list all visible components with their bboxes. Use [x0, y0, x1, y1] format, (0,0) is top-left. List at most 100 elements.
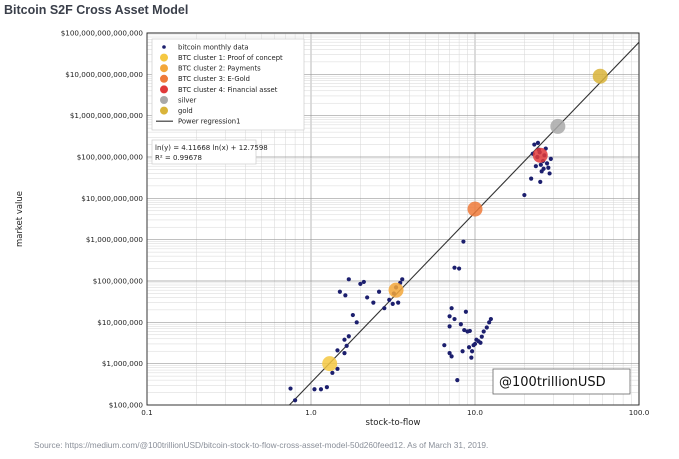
- bitcoin-data-point: [478, 340, 483, 345]
- legend-marker-circle: [160, 64, 168, 73]
- axis-ticks: 0.1 1.0 10.0 100.0 $100,000 $1,000,000 $10,000…: [61, 29, 650, 418]
- y-tick-label: $1,000,000: [102, 359, 144, 368]
- bitcoin-data-point: [460, 349, 465, 354]
- bitcoin-data-point: [469, 349, 475, 354]
- bitcoin-data-point: [342, 351, 347, 356]
- bitcoin-data-point: [463, 309, 468, 314]
- legend-label: gold: [178, 107, 193, 115]
- equation-box-frame: [151, 139, 257, 165]
- r-squared-line: R² = 0.99678: [155, 154, 202, 162]
- bitcoin-data-point: [535, 140, 541, 145]
- bitcoin-data-point: [337, 289, 342, 294]
- legend-box: [151, 38, 305, 131]
- x-tick-label: 10.0: [467, 408, 483, 417]
- y-tick-label: $1,000,000,000,000: [70, 111, 144, 120]
- legend-label: BTC cluster 1: Proof of concept: [178, 54, 283, 62]
- y-tick-label: $100,000,000: [93, 277, 144, 286]
- bitcoin-data-point: [481, 329, 486, 334]
- y-axis-label: market value: [15, 191, 25, 247]
- bitcoin-data-point: [455, 378, 460, 383]
- legend-label: BTC cluster 2: Payments: [178, 65, 261, 73]
- bitcoin-data-point: [358, 281, 363, 287]
- legend-marker-circle: [160, 53, 168, 62]
- watermark-frame: [492, 368, 631, 395]
- bitcoin-data-point: [469, 355, 474, 360]
- bitcoin-data-point: [335, 366, 340, 371]
- cluster-markers: [322, 68, 608, 372]
- bitcoin-data-point: [467, 328, 472, 334]
- x-tick-label: 1.0: [305, 408, 317, 417]
- plot-frame: [146, 32, 640, 406]
- bitcoin-data-point: [342, 337, 347, 342]
- bitcoin-data-point: [390, 301, 395, 306]
- legend-label: Power regression1: [178, 118, 240, 126]
- page-title: Bitcoin S2F Cross Asset Model: [4, 3, 189, 17]
- bitcoin-data-point: [461, 239, 466, 244]
- bitcoin-data-point: [487, 320, 492, 325]
- bitcoin-data-point: [548, 156, 553, 161]
- cluster-marker: [388, 282, 404, 298]
- legend-label: silver: [178, 96, 197, 104]
- bitcoin-data-point: [544, 161, 550, 166]
- source-note: Source: https://medium.com/@100trillionU…: [34, 440, 489, 450]
- legend-marker-dot: [162, 45, 166, 49]
- bitcoin-data-point: [293, 398, 298, 403]
- bitcoin-data-point: [532, 142, 537, 147]
- bitcoin-data-point: [538, 179, 543, 184]
- bitcoin-data-point: [324, 385, 329, 390]
- bitcoin-data-point: [457, 266, 462, 271]
- bitcoin-data-point: [538, 162, 543, 167]
- legend-marker-circle: [160, 74, 168, 83]
- y-tick-label: $100,000,000,000: [77, 153, 144, 162]
- bitcoin-data-point: [376, 289, 382, 294]
- bitcoin-data-point: [346, 277, 351, 282]
- bitcoin-data-point: [442, 343, 447, 348]
- bitcoin-data-point: [533, 164, 538, 169]
- bitcoin-data-point: [547, 171, 552, 176]
- legend-label: BTC cluster 3: E-Gold: [178, 75, 250, 83]
- bitcoin-data-point: [447, 314, 452, 319]
- cluster-marker: [532, 147, 548, 163]
- bitcoin-data-point: [522, 192, 527, 198]
- cluster-marker: [322, 356, 338, 372]
- bitcoin-data-point: [449, 306, 454, 311]
- bitcoin-data-point: [474, 337, 479, 342]
- cluster-marker: [467, 201, 483, 217]
- x-tick-label: 100.0: [629, 408, 650, 417]
- bitcoin-data-point: [354, 320, 359, 325]
- bitcoin-data-point: [382, 306, 387, 311]
- bitcoin-data-point: [484, 325, 489, 330]
- bitcoin-data-point: [343, 293, 348, 298]
- bitcoin-data-point: [458, 322, 463, 327]
- bitcoin-data-point: [312, 387, 317, 392]
- bitcoin-data-point: [529, 176, 534, 181]
- legend-label: bitcoin monthly data: [178, 43, 249, 51]
- equation-box: ln(y) = 4.11668 ln(x) + 12.7598 R² = 0.9…: [151, 139, 268, 165]
- bitcoin-data-point: [361, 279, 366, 285]
- bitcoin-data-point: [396, 300, 401, 305]
- bitcoin-data-point: [471, 343, 476, 348]
- bitcoin-data-point: [452, 265, 457, 270]
- x-axis-label: stock-to-flow: [366, 418, 421, 428]
- bitcoin-data-point: [488, 316, 493, 322]
- watermark-text: @100trillionUSD: [499, 375, 606, 390]
- bitcoin-data-point: [479, 334, 484, 339]
- cluster-marker: [550, 118, 566, 134]
- legend: bitcoin monthly data BTC cluster 1: Proof…: [151, 38, 305, 131]
- bitcoin-data-point: [387, 297, 392, 302]
- bitcoin-data-point: [449, 354, 454, 359]
- chart: 0.1 1.0 10.0 100.0 $100,000 $1,000,000 $10,000…: [15, 29, 650, 429]
- legend-label: BTC cluster 4: Financial asset: [178, 86, 278, 94]
- bitcoin-data-point: [400, 277, 405, 282]
- bitcoin-data-point: [344, 343, 349, 348]
- bitcoin-data-point: [288, 386, 293, 391]
- y-tick-label: $10,000,000: [97, 318, 143, 327]
- bitcoin-data-point: [546, 165, 551, 170]
- bitcoin-data-point: [318, 387, 324, 392]
- bitcoin-data-point: [447, 324, 452, 329]
- y-tick-label: $1,000,000,000: [86, 235, 144, 244]
- y-tick-label: $100,000: [109, 401, 144, 410]
- legend-marker-circle: [160, 106, 168, 115]
- legend-marker-circle: [160, 96, 168, 104]
- y-tick-label: $10,000,000,000: [81, 194, 143, 203]
